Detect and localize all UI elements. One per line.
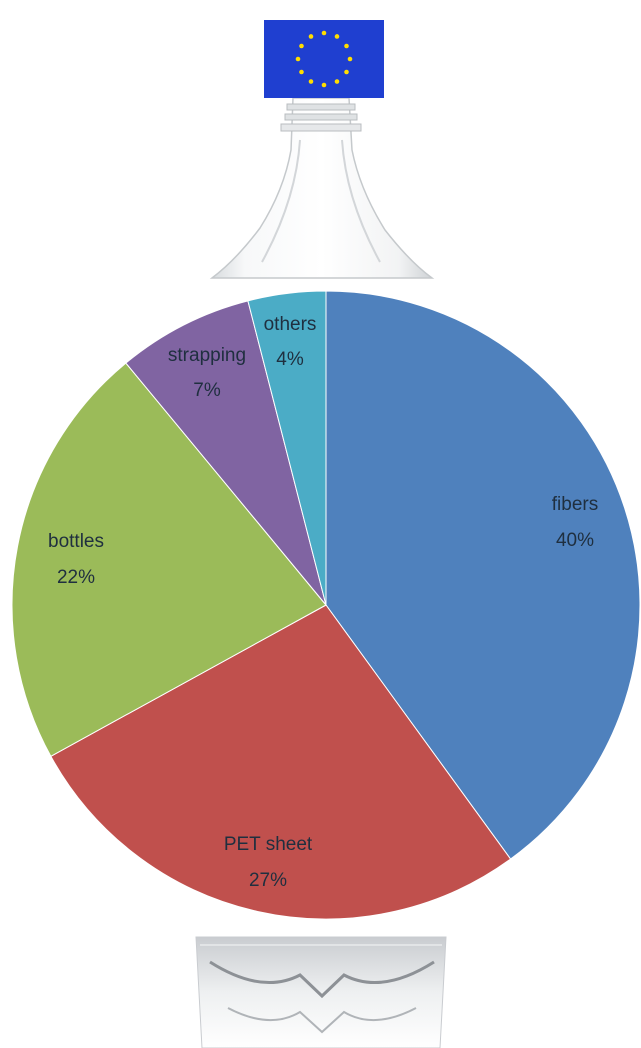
slice-label-strapping: strapping [168, 345, 246, 366]
flag-star [347, 56, 353, 62]
slice-value-others: 4% [276, 349, 304, 370]
slice-value-pet-sheet: 27% [249, 870, 287, 891]
slice-value-fibers: 40% [556, 530, 594, 551]
slice-label-pet-sheet: PET sheet [224, 834, 313, 855]
flag-star [321, 82, 327, 88]
slice-value-strapping: 7% [193, 380, 221, 401]
flag-star [299, 69, 304, 75]
plastic-bottle-icon [209, 97, 435, 279]
pie-slice-strapping [125, 300, 327, 606]
slice-label-fibers: fibers [552, 494, 598, 515]
pie-labels: fibers 40% PET sheet 27% bottles 22% strapping… [48, 314, 598, 891]
pie-slice-others [247, 290, 327, 606]
flag-star [344, 69, 349, 75]
pie-slice-bottles [11, 362, 327, 757]
slice-label-bottles: bottles [48, 531, 104, 552]
eu-flag-icon [264, 20, 384, 98]
flag-star [334, 34, 340, 39]
flag-star [308, 34, 314, 39]
flag-star [344, 43, 349, 49]
pie-slice-pet-sheet [50, 604, 512, 920]
flag-star [334, 79, 340, 84]
pie-chart [11, 290, 641, 920]
flag-star [295, 56, 301, 62]
bottle-base-icon [195, 936, 447, 1048]
flag-star [321, 30, 327, 36]
slice-label-others: others [264, 314, 317, 335]
slice-value-bottles: 22% [57, 567, 95, 588]
pie-slice-fibers [325, 290, 641, 860]
flag-star [299, 43, 304, 49]
flag-star [308, 79, 314, 84]
